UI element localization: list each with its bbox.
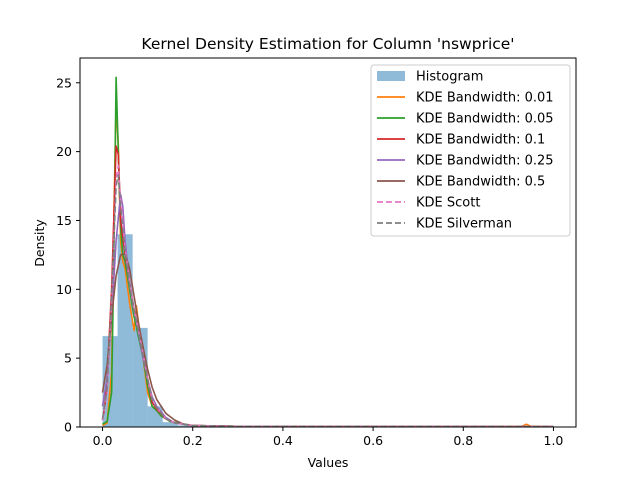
legend-label: KDE Bandwidth: 0.1 [416,133,545,148]
kde-line-kde-silverman [101,174,554,428]
y-tick-label: 10 [56,282,72,297]
y-axis-ticks: 0 5 10 15 20 25 [56,75,80,435]
legend-label: KDE Silverman [416,217,512,232]
y-tick-label: 25 [56,75,72,90]
legend-label: KDE Bandwidth: 0.5 [416,175,545,190]
y-axis-label: Density [32,219,47,267]
x-tick-label: 0.0 [93,433,113,448]
x-tick-label: 0.6 [363,433,383,448]
chart-title: Kernel Density Estimation for Column 'ns… [141,35,514,53]
legend-label: KDE Bandwidth: 0.25 [416,154,554,169]
x-tick-label: 0.4 [273,433,293,448]
x-axis-ticks: 0.0 0.2 0.4 0.6 0.8 1.0 [93,427,564,448]
legend: Histogram KDE Bandwidth: 0.01 KDE Bandwidt… [370,64,571,237]
x-axis-label: Values [308,455,349,470]
legend-label: KDE Bandwidth: 0.01 [416,91,554,106]
legend-label: KDE Bandwidth: 0.05 [416,112,554,127]
x-tick-label: 0.8 [453,433,473,448]
plot-frame [79,57,577,428]
histogram-bar [162,422,178,427]
y-tick-label: 0 [64,420,72,435]
y-tick-label: 5 [64,351,72,366]
legend-swatch [377,71,405,81]
legend-label: KDE Scott [416,196,480,211]
y-tick-label: 15 [56,213,72,228]
y-tick-label: 20 [56,144,72,159]
histogram-bar [177,425,193,427]
kde-lines [101,76,554,428]
legend-label: Histogram [416,70,483,85]
x-tick-label: 0.2 [183,433,203,448]
x-tick-label: 1.0 [544,433,564,448]
legend-box [370,64,571,237]
